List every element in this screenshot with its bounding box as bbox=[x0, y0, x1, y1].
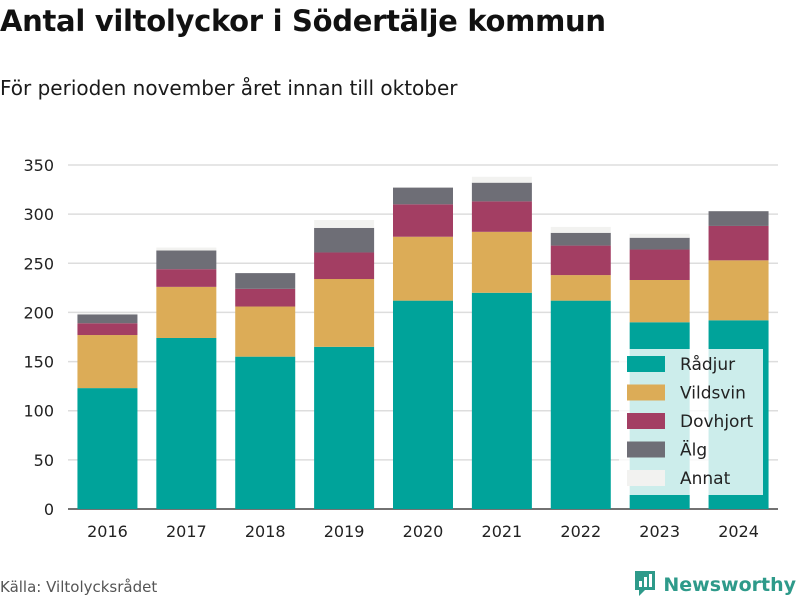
bar-segment-rådjur-2016 bbox=[77, 388, 138, 509]
bar-segment-vildsvin-2016 bbox=[77, 335, 138, 389]
bar-segment-vildsvin-2021 bbox=[471, 231, 532, 293]
x-tick-label: 2024 bbox=[718, 522, 759, 541]
bar-segment-dovhjort-2020 bbox=[393, 204, 453, 237]
chart-subtitle: För perioden november året innan till ok… bbox=[0, 76, 458, 100]
bar-segment-vildsvin-2022 bbox=[550, 275, 611, 301]
bar-segment-älg-2016 bbox=[77, 314, 138, 324]
bar-segment-annat-2021 bbox=[471, 176, 532, 183]
legend-swatch-dovhjort bbox=[627, 413, 665, 429]
bar-segment-annat-2022 bbox=[550, 226, 611, 233]
legend: Rådjur Vildsvin Dovhjort Älg Annat bbox=[619, 349, 763, 495]
bar-segment-älg-2017 bbox=[156, 250, 217, 270]
bar-segment-älg-2024 bbox=[708, 211, 769, 226]
bar-segment-dovhjort-2018 bbox=[235, 288, 296, 307]
y-tick-label: 350 bbox=[23, 156, 54, 175]
x-tick-label: 2020 bbox=[403, 522, 444, 541]
y-tick-label: 50 bbox=[34, 451, 54, 470]
source-note: Källa: Viltolycksrådet bbox=[0, 578, 158, 596]
bar-segment-rådjur-2020 bbox=[393, 300, 453, 509]
bar-segment-dovhjort-2021 bbox=[471, 201, 532, 232]
y-axis-ticks: 0 50 100 150 200 250 300 350 bbox=[23, 156, 54, 519]
bar-segment-annat-2019 bbox=[314, 220, 375, 228]
bar-segment-älg-2018 bbox=[235, 273, 296, 289]
bar-segment-vildsvin-2017 bbox=[156, 286, 217, 338]
bar-segment-dovhjort-2019 bbox=[314, 252, 375, 280]
x-axis-ticks: 2016 2017 2018 2019 2020 2021 2022 2023 2024 bbox=[87, 522, 759, 541]
bar-segment-dovhjort-2022 bbox=[550, 245, 611, 276]
bar-segment-rådjur-2022 bbox=[550, 300, 611, 509]
x-tick-label: 2021 bbox=[482, 522, 523, 541]
brand-logo[interactable]: Newsworthy bbox=[633, 569, 796, 601]
legend-label: Annat bbox=[680, 469, 731, 489]
legend-swatch-rådjur bbox=[627, 356, 665, 372]
bar-segment-dovhjort-2023 bbox=[629, 249, 690, 280]
chart-title: Antal viltolyckor i Södertälje kommun bbox=[0, 4, 606, 38]
bar-segment-annat-2017 bbox=[156, 247, 217, 251]
legend-label: Älg bbox=[680, 440, 707, 461]
y-tick-label: 150 bbox=[23, 353, 54, 372]
bar-segment-rådjur-2018 bbox=[235, 356, 296, 509]
x-tick-label: 2023 bbox=[639, 522, 680, 541]
y-tick-label: 0 bbox=[44, 500, 54, 519]
bar-segment-älg-2020 bbox=[393, 187, 453, 205]
newsworthy-logo-icon bbox=[633, 569, 657, 601]
bar-segment-dovhjort-2017 bbox=[156, 269, 217, 287]
bar-segment-rådjur-2019 bbox=[314, 346, 375, 509]
x-tick-label: 2016 bbox=[87, 522, 128, 541]
bar-segment-annat-2023 bbox=[629, 233, 690, 238]
bar-segment-vildsvin-2024 bbox=[708, 260, 769, 321]
bar-segment-vildsvin-2020 bbox=[393, 236, 453, 301]
bar-segment-rådjur-2017 bbox=[156, 337, 217, 509]
y-tick-label: 300 bbox=[23, 205, 54, 224]
legend-label: Rådjur bbox=[680, 354, 735, 375]
legend-label: Vildsvin bbox=[680, 384, 746, 404]
y-tick-label: 250 bbox=[23, 254, 54, 273]
bar-segment-vildsvin-2018 bbox=[235, 306, 296, 357]
x-tick-label: 2019 bbox=[324, 522, 365, 541]
bar-segment-vildsvin-2023 bbox=[629, 279, 690, 323]
x-tick-label: 2017 bbox=[166, 522, 207, 541]
bar-segment-annat-2016 bbox=[77, 313, 138, 315]
bar-segment-dovhjort-2024 bbox=[708, 225, 769, 261]
brand-name: Newsworthy bbox=[663, 574, 796, 596]
legend-swatch-vildsvin bbox=[627, 384, 665, 401]
legend-swatch-älg bbox=[627, 441, 665, 458]
bar-segment-älg-2019 bbox=[314, 227, 375, 253]
y-tick-label: 100 bbox=[23, 402, 54, 421]
bar-segment-älg-2021 bbox=[471, 182, 532, 202]
bar-segment-älg-2022 bbox=[550, 232, 611, 246]
bar-segment-vildsvin-2019 bbox=[314, 279, 375, 347]
bar-segment-älg-2023 bbox=[629, 237, 690, 250]
legend-label: Dovhjort bbox=[680, 412, 753, 432]
y-tick-label: 200 bbox=[23, 303, 54, 322]
x-tick-label: 2018 bbox=[245, 522, 286, 541]
legend-swatch-annat bbox=[627, 470, 665, 486]
x-tick-label: 2022 bbox=[560, 522, 601, 541]
bar-segment-rådjur-2021 bbox=[471, 292, 532, 509]
bar-segment-dovhjort-2016 bbox=[77, 323, 138, 336]
